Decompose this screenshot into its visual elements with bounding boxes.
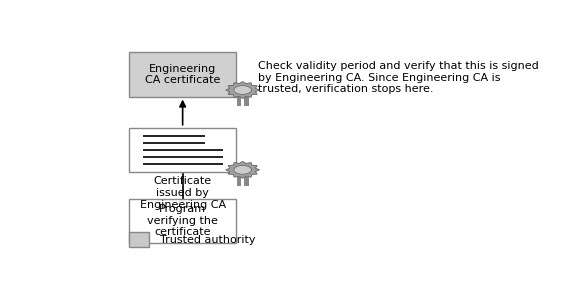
FancyBboxPatch shape: [129, 128, 236, 172]
Polygon shape: [244, 177, 249, 186]
FancyBboxPatch shape: [129, 52, 236, 97]
Circle shape: [234, 165, 252, 174]
FancyBboxPatch shape: [129, 232, 150, 247]
Text: Certificate
issued by
Engineering CA: Certificate issued by Engineering CA: [140, 177, 226, 210]
Text: Check validity period and verify that this is signed
by Engineering CA. Since En: Check validity period and verify that th…: [258, 61, 539, 94]
Text: Trusted authority: Trusted authority: [160, 235, 256, 245]
Text: Engineering
CA certificate: Engineering CA certificate: [145, 64, 221, 85]
Polygon shape: [226, 82, 260, 98]
Polygon shape: [237, 97, 241, 106]
Polygon shape: [226, 161, 260, 178]
Text: Program
verifying the
certificate: Program verifying the certificate: [147, 204, 218, 237]
Circle shape: [234, 86, 252, 94]
Polygon shape: [244, 97, 249, 106]
FancyBboxPatch shape: [129, 199, 236, 243]
Polygon shape: [237, 177, 241, 186]
